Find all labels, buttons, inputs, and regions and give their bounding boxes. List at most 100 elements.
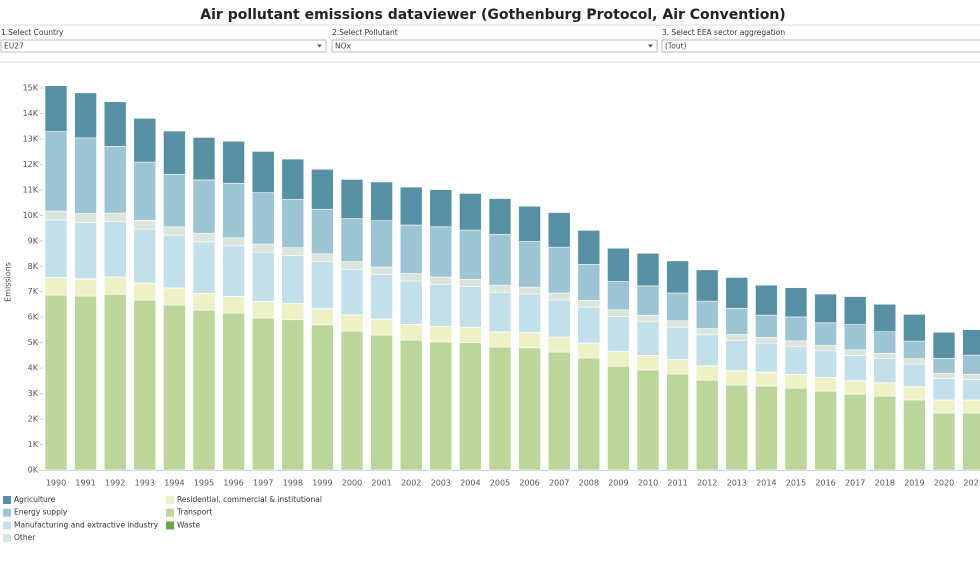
bar-segment (607, 247, 630, 282)
bar-segment (962, 399, 980, 414)
dropdown[interactable] (0, 39, 327, 53)
bar-segment (103, 276, 127, 295)
bar-segment (281, 199, 305, 248)
legend-label: Waste (177, 520, 200, 529)
bar-segment (636, 252, 660, 287)
bar-segment (843, 355, 867, 381)
bar-segment (843, 380, 867, 395)
bar-segment (903, 340, 926, 360)
bar-segment (340, 179, 364, 219)
dropdown-value: NOx (335, 42, 352, 51)
x-tick-label: 2020 (934, 479, 954, 488)
dropdown[interactable] (661, 39, 980, 53)
bar-segment (903, 386, 926, 401)
bar-segment (695, 328, 719, 336)
bar-segment (340, 314, 364, 332)
dropdown-arrow (648, 44, 653, 48)
x-tick-label: 2017 (845, 479, 865, 488)
dropdown-arrow (317, 44, 322, 48)
bar-segment (192, 233, 216, 243)
bar-segment (103, 212, 127, 223)
dropdown[interactable] (331, 39, 658, 53)
bar-segment (311, 168, 334, 210)
x-tick-label: 2013 (727, 479, 747, 488)
x-tick-label: 2018 (875, 479, 895, 488)
bar-segment (133, 161, 157, 221)
bar-segment (577, 300, 601, 308)
bar-segment (222, 312, 245, 471)
x-tick-label: 2015 (786, 479, 806, 488)
y-tick-label: 5K (28, 338, 39, 347)
bar-segment (518, 286, 541, 295)
bar-segment (192, 293, 216, 311)
bar-segment (163, 287, 186, 306)
bar-segment (962, 354, 980, 375)
bar-segment (103, 101, 127, 147)
bar-segment (607, 281, 630, 311)
bar-segment (695, 300, 719, 329)
bar-segment (784, 374, 808, 389)
bar-segment (488, 346, 512, 471)
bar-segment (251, 251, 275, 302)
x-tick-label: 2012 (697, 479, 717, 488)
bar-segment (636, 355, 660, 371)
bar-segment (311, 308, 334, 326)
y-tick-label: 10K (23, 211, 39, 220)
bar-segment (163, 130, 186, 175)
bar-segment (222, 182, 245, 239)
bar-segment (962, 412, 980, 471)
bar-segment (518, 293, 541, 333)
bar-segment (488, 198, 512, 235)
bar-segment (311, 261, 334, 309)
bar-segment (340, 261, 364, 270)
bar-segment (577, 264, 601, 301)
bar-segment (399, 339, 423, 471)
bar-segment (133, 118, 157, 163)
bar-segment (44, 210, 68, 221)
bar-segment (222, 237, 245, 247)
bar-segment (784, 387, 808, 471)
bar-segment (133, 228, 157, 284)
legend-swatch (166, 508, 174, 517)
bar-segment (666, 260, 689, 294)
bar-segment (814, 293, 837, 324)
bar-segment (340, 330, 364, 471)
bar-segment (666, 373, 689, 471)
bar-segment (577, 357, 601, 471)
bar-segment (399, 324, 423, 341)
bar-segment (74, 213, 97, 223)
bar-segment (311, 324, 334, 471)
bar-segment (725, 340, 749, 371)
bar-segment (488, 291, 512, 333)
x-tick-label: 1990 (46, 479, 66, 488)
bar-segment (903, 314, 926, 342)
bar-segment (311, 208, 334, 255)
bar-segment (370, 334, 393, 471)
bar-segment (607, 316, 630, 352)
bar-segment (281, 303, 305, 321)
legend-label: Residential, commercial & institutional (177, 495, 322, 504)
x-tick-label: 2016 (815, 479, 835, 488)
bar-segment (903, 363, 926, 388)
y-tick-label: 7K (28, 287, 39, 296)
bar-segment (488, 234, 512, 286)
bar-segment (843, 296, 867, 325)
bar-segment (607, 351, 630, 367)
dropdown-value: EU27 (4, 42, 24, 51)
bar-segment (311, 253, 334, 262)
y-tick-label: 4K (28, 364, 39, 373)
bar-segment (222, 245, 245, 297)
bar-segment (873, 331, 897, 354)
bar-segment (607, 365, 630, 471)
x-tick-label: 2010 (638, 479, 658, 488)
bar-segment (666, 359, 689, 375)
y-tick-label: 9K (28, 236, 39, 245)
legend-label: Other (14, 533, 36, 542)
bar-segment (399, 280, 423, 325)
bar-segment (873, 382, 897, 397)
x-tick-label: 2001 (371, 479, 391, 488)
bar-segment (636, 369, 660, 471)
bar-segment (192, 179, 216, 234)
bar-segment (44, 85, 68, 132)
bar-segment (755, 337, 778, 344)
